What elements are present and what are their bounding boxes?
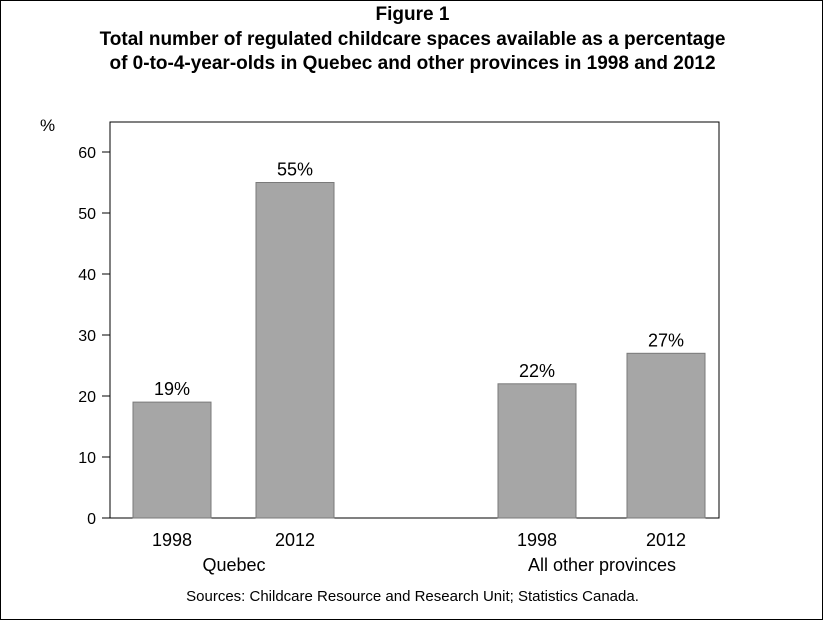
group-label-other-provinces: All other provinces <box>528 555 676 575</box>
y-tick-label-0: 0 <box>87 511 96 528</box>
figure-label: Figure 1 <box>375 4 450 25</box>
y-axis-label: % <box>40 116 55 135</box>
x-tick-label-quebec-2012: 2012 <box>275 530 315 550</box>
chart-title-line-1: Total number of regulated childcare spac… <box>99 29 726 50</box>
bar-value-label-other-provinces-1998: 22% <box>519 361 555 381</box>
bar-value-label-other-provinces-2012: 27% <box>648 330 684 350</box>
y-tick-label-10: 10 <box>78 450 96 467</box>
y-tick-label-20: 20 <box>78 389 96 406</box>
y-tick-label-50: 50 <box>78 206 96 223</box>
plot-area <box>109 121 720 519</box>
x-tick-label-other-provinces-1998: 1998 <box>517 530 557 550</box>
bar-chart: % 0 10 20 30 40 50 60 19% 55% 22% 27% 1998 2012 Que… <box>40 116 720 575</box>
bar-value-label-quebec-1998: 19% <box>154 379 190 399</box>
bar-quebec-1998 <box>132 401 212 519</box>
x-tick-label-other-provinces-2012: 2012 <box>646 530 686 550</box>
bar-value-label-quebec-2012: 55% <box>277 160 313 180</box>
chart-title-line-2: of 0-to-4-year-olds in Quebec and other … <box>109 53 716 74</box>
x-axis: 1998 2012 Quebec 1998 2012 All other province… <box>152 530 686 575</box>
bars: 19% 55% 22% 27% <box>132 160 706 519</box>
y-tick-label-40: 40 <box>78 267 96 284</box>
y-tick-label-60: 60 <box>78 145 96 162</box>
bar-other-provinces-1998 <box>497 383 577 519</box>
y-tick-label-30: 30 <box>78 328 96 345</box>
source-note: Sources: Childcare Resource and Research… <box>186 588 639 605</box>
bar-other-provinces-2012 <box>626 352 706 519</box>
y-axis: 0 10 20 30 40 50 60 <box>78 145 110 528</box>
group-label-quebec: Quebec <box>202 555 265 575</box>
x-tick-label-quebec-1998: 1998 <box>152 530 192 550</box>
bar-quebec-2012 <box>255 182 335 519</box>
